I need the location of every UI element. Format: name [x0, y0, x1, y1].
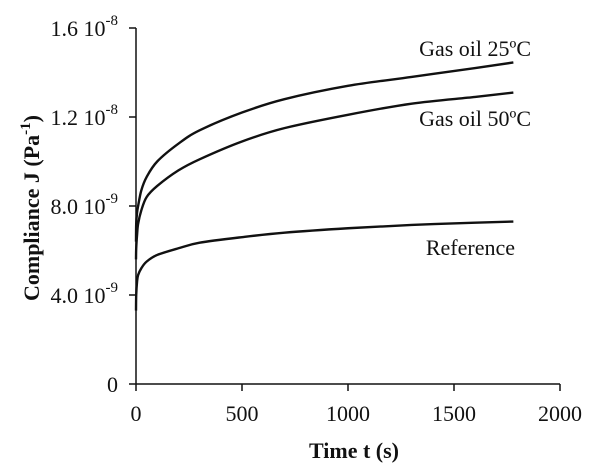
y-tick-label-mantissa: 1.6 10: [51, 16, 106, 41]
axes: [135, 28, 560, 385]
y-tick-label-exponent: -8: [106, 102, 119, 118]
x-tick-label-1500: 1500: [432, 401, 476, 426]
y-tick-label-2: 8.0 10-9: [51, 191, 119, 219]
x-tick-label-1000: 1000: [326, 401, 370, 426]
y-tick-label-mantissa: 1.2 10: [51, 105, 106, 130]
x-tick-label-2000: 2000: [538, 401, 582, 426]
series-label-gas-oil-50-c: Gas oil 50ºC: [419, 106, 531, 131]
tick-marks: [129, 27, 561, 391]
y-tick-label-mantissa: 4.0 10: [51, 283, 106, 308]
y-tick-label-0: 0: [107, 372, 118, 397]
series-line-gas-oil-25-c: [134, 61, 514, 242]
x-tick-label-0: 0: [131, 401, 142, 426]
y-tick-label-1: 4.0 10-9: [51, 280, 119, 308]
series-line-gas-oil-50-c: [134, 91, 514, 260]
y-tick-label-exponent: -9: [106, 280, 119, 296]
y-tick-label-exponent: -9: [106, 191, 119, 207]
y-tick-label-exponent: -8: [106, 13, 119, 29]
x-tick-label-500: 500: [226, 401, 259, 426]
series-curves: [134, 61, 514, 311]
y-axis-title-close: ): [19, 115, 44, 122]
y-axis-title: Compliance J (Pa-1): [18, 115, 44, 301]
series-labels: Gas oil 25ºC Gas oil 50ºC Reference: [419, 36, 531, 260]
y-axis-title-exponent: -1: [18, 122, 34, 135]
series-line-reference: [134, 220, 514, 311]
series-label-gas-oil-25-c: Gas oil 25ºC: [419, 36, 531, 61]
y-tick-label-mantissa: 0: [107, 372, 118, 397]
x-axis-title: Time t (s): [309, 438, 399, 463]
y-tick-label-mantissa: 8.0 10: [51, 194, 106, 219]
y-tick-label-4: 1.6 10-8: [51, 13, 119, 41]
series-label-reference: Reference: [426, 235, 515, 260]
y-axis-title-main: Compliance J (Pa: [19, 135, 44, 301]
y-tick-label-3: 1.2 10-8: [51, 102, 119, 130]
